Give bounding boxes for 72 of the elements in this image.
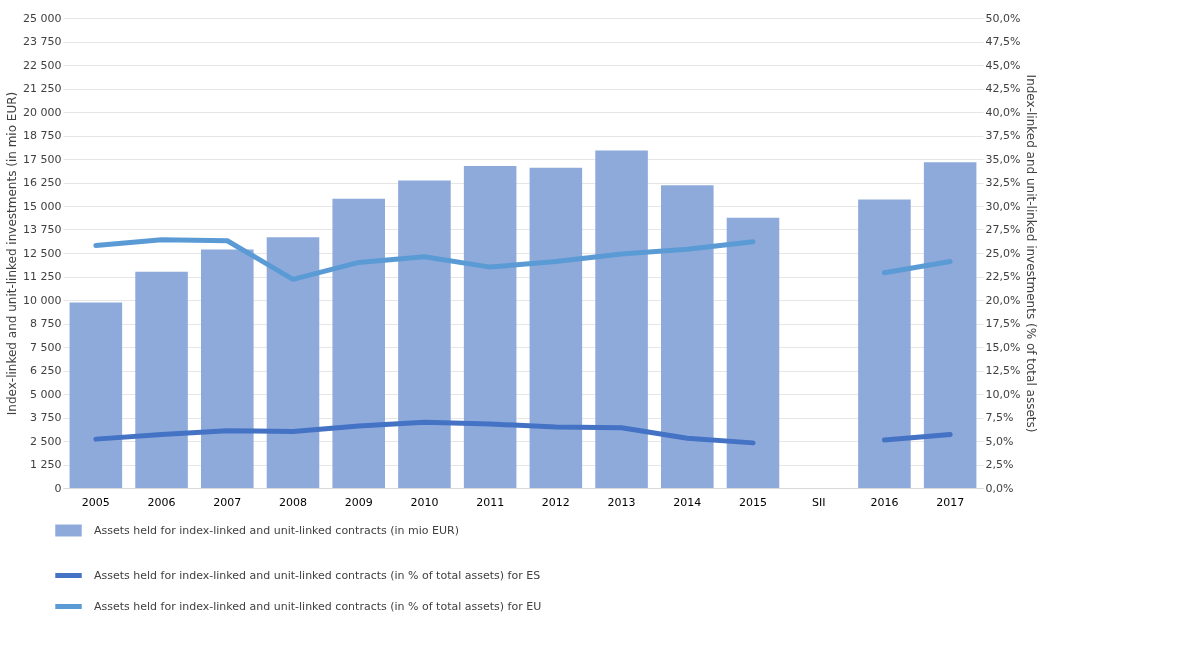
x-tick-label: 2014 [673,495,702,509]
legend-label: Assets held for index-linked and unit-linked contracts (in % of total assets) for EU [94,599,542,613]
bar [463,165,517,488]
y-tick-label: 11 250 [23,270,62,283]
y-tick-label: 22 500 [23,58,62,72]
y2-tick-label: 2,5% [985,458,1014,471]
bar [661,185,714,488]
y-tick-label: 3 750 [30,411,62,424]
y-tick-label: 20 000 [23,105,62,119]
y-tick-label: 21 250 [23,82,62,95]
x-tick-label: 2012 [541,495,570,509]
y2-tick-label: 20,0% [985,293,1021,307]
y-axis-title: Index-linked and unit-linked investments (in mio EUR) [5,91,20,416]
y2-tick-label: 15,0% [985,340,1021,354]
y-tick-label: 15 000 [23,199,62,213]
bar [595,150,648,488]
y2-axis-title: Index-linked and unit-linked investments (% of total assets) [1024,74,1039,433]
y2-tick-label: 32,5% [985,176,1021,189]
y-tick-label: 7 500 [30,340,62,354]
bar [69,302,123,488]
y-tick-label: 2 500 [30,434,62,448]
y2-tick-label: 25,0% [985,246,1021,260]
bar [266,237,320,488]
bar [135,271,188,488]
y2-tick-label: 47,5% [985,35,1021,48]
y-tick-label: 12 500 [23,246,62,260]
x-tick-label: 2011 [476,495,505,509]
y2-tick-label: 50,0% [985,11,1021,25]
x-tick-label: 2015 [739,495,767,509]
bar [529,167,583,488]
y2-tick-label: 40,0% [985,105,1021,119]
y2-tick-label: 17,5% [985,317,1021,330]
y-tick-label: 25 000 [23,11,62,25]
x-tick-label: SII [811,495,826,509]
x-tick-label: 2006 [147,495,176,509]
y-tick-label: 5 000 [30,387,62,401]
y2-tick-label: 22,5% [985,270,1021,283]
x-tick-label: 2013 [607,495,636,509]
y2-tick-label: 27,5% [985,223,1021,236]
bar [726,217,780,488]
y-tick-label: 8 750 [30,317,62,330]
y-tick-label: 17 500 [23,152,62,166]
y-tick-label: 6 250 [30,364,62,377]
y-tick-label: 13 750 [23,223,62,236]
legend-label: Assets held for index-linked and unit-linked contracts (in % of total assets) for ES [94,568,541,582]
x-tick-label: 2007 [213,495,242,509]
y2-tick-label: 35,0% [985,152,1021,166]
y2-tick-label: 12,5% [985,364,1021,377]
bar [332,198,385,488]
y2-tick-label: 7,5% [985,411,1014,424]
y2-tick-label: 5,0% [985,434,1014,448]
x-tick-label: 2008 [279,495,307,509]
y2-tick-label: 42,5% [985,82,1021,95]
y-tick-label: 16 250 [23,176,62,189]
bar [398,180,451,488]
bar [201,249,254,488]
y2-tick-label: 30,0% [985,199,1021,213]
x-tick-label: 2009 [344,495,373,509]
y-tick-label: 18 750 [23,129,62,142]
y-tick-label: 1 250 [30,458,62,471]
y2-tick-label: 10,0% [985,387,1021,401]
y2-tick-label: 0,0% [985,481,1014,495]
y-tick-label: 0 [54,481,62,495]
x-tick-label: 2016 [870,495,899,509]
x-tick-label: 2017 [936,495,965,509]
y-tick-label: 23 750 [23,35,62,48]
y2-tick-label: 45,0% [985,58,1021,72]
x-tick-label: 2005 [81,495,110,509]
x-tick-label: 2010 [410,495,439,509]
y-tick-label: 10 000 [23,293,62,307]
legend-label: Assets held for index-linked and unit-linked contracts (in mio EUR) [94,523,460,537]
y2-tick-label: 37,5% [985,129,1021,142]
